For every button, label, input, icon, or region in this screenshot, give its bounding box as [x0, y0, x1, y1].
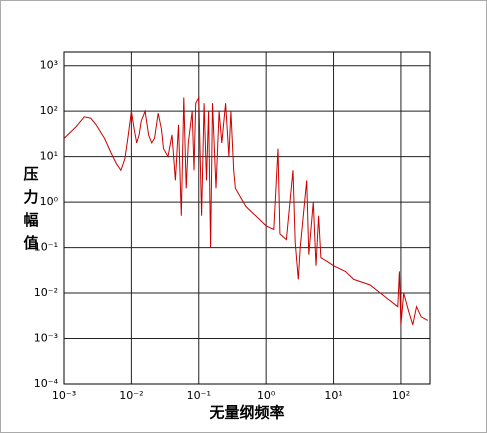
y-axis-label: 压力幅值	[22, 166, 40, 258]
y-tick-label: 10⁰	[40, 195, 59, 208]
x-tick-label: 10⁻³	[52, 389, 76, 402]
y-tick-label: 10²	[40, 104, 58, 117]
x-tick-label: 10⁻¹	[187, 389, 211, 402]
x-axis-label: 无量纲频率	[208, 404, 284, 422]
y-tick-label: 10⁻²	[34, 286, 58, 299]
x-tick-label: 10¹	[324, 389, 342, 402]
x-tick-label: 10⁻²	[119, 389, 143, 402]
data-line	[64, 95, 428, 325]
y-tick-label: 10³	[40, 59, 58, 72]
y-tick-label: 10⁻⁴	[34, 377, 59, 390]
y-tick-label: 10⁻³	[34, 332, 58, 345]
x-tick-label: 10²	[392, 389, 410, 402]
x-tick-label: 10⁰	[257, 389, 276, 402]
y-tick-label: 10¹	[40, 150, 58, 163]
y-tick-label: 10⁻¹	[34, 241, 58, 254]
plot-frame	[63, 51, 431, 385]
